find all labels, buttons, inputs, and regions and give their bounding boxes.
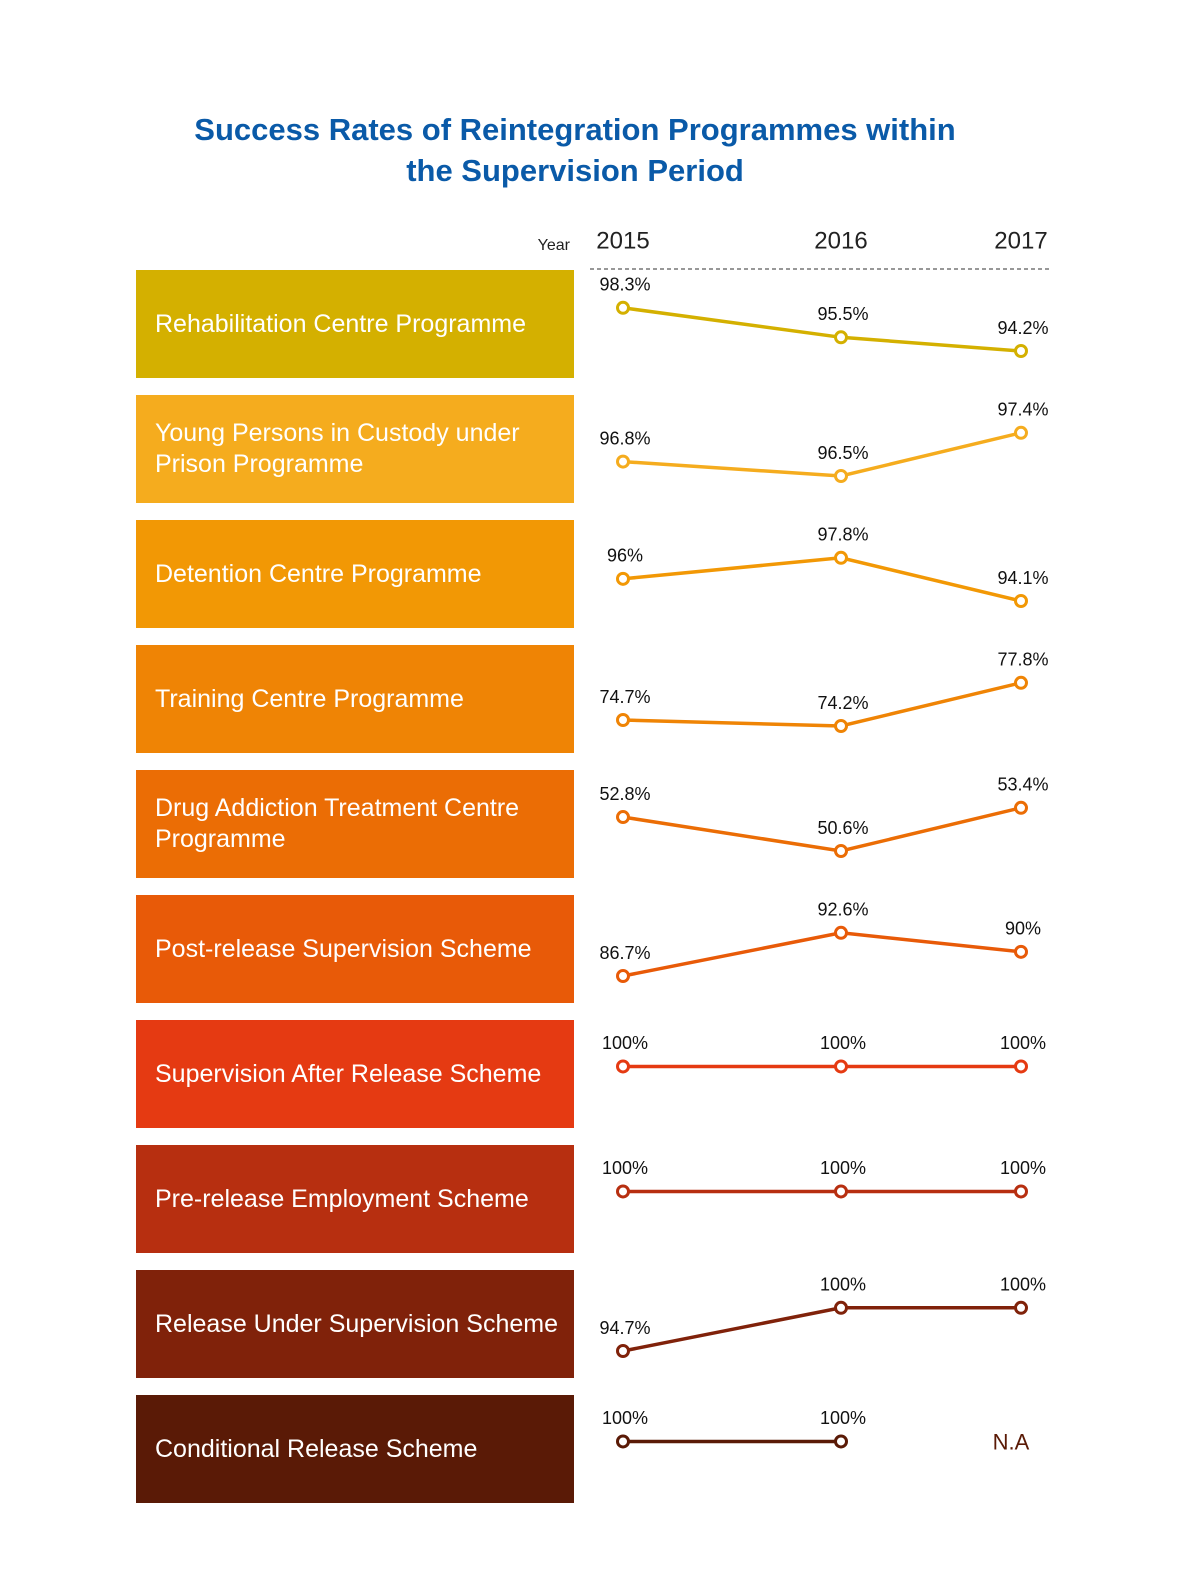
series-label: Post-release Supervision Scheme: [136, 895, 574, 1003]
series-label: Supervision After Release Scheme: [136, 1020, 574, 1128]
value-label: 100%: [602, 1033, 648, 1053]
point: [834, 550, 848, 565]
series-label: Pre-release Employment Scheme: [136, 1145, 574, 1253]
value-label: 100%: [602, 1158, 648, 1178]
value-label: 100%: [820, 1275, 866, 1295]
x-tick-label: 2016: [814, 227, 867, 254]
series-label: Drug Addiction Treatment Centre Programm…: [136, 770, 574, 878]
value-label: 86.7%: [599, 943, 650, 963]
point: [616, 1059, 630, 1074]
series-label: Training Centre Programme: [136, 645, 574, 753]
value-label: 100%: [1000, 1033, 1046, 1053]
point: [1014, 675, 1028, 690]
point: [1014, 594, 1028, 608]
value-label: 100%: [820, 1408, 866, 1428]
value-label: 53.4%: [997, 775, 1048, 795]
value-label: 98.3%: [599, 275, 650, 295]
series-label: Conditional Release Scheme: [136, 1395, 574, 1503]
series-line: [622, 931, 1022, 978]
chart-title: Success Rates of Reintegration Programme…: [194, 112, 956, 147]
value-label: 100%: [1000, 1158, 1046, 1178]
point: [616, 571, 630, 586]
point: [616, 810, 630, 825]
value-label: 96%: [607, 546, 643, 566]
series-label: Young Persons in Custody under Prison Pr…: [136, 395, 574, 503]
point: [616, 454, 630, 469]
value-label: 100%: [602, 1408, 648, 1428]
value-label: 74.2%: [817, 693, 868, 713]
series-line: [622, 1306, 1021, 1353]
point: [1014, 1184, 1028, 1199]
point: [834, 719, 848, 733]
series-label: Release Under Supervision Scheme: [136, 1270, 574, 1378]
point: [834, 1059, 848, 1074]
point: [1014, 1059, 1028, 1074]
point: [616, 969, 630, 983]
value-label: 94.7%: [599, 1318, 650, 1338]
point: [1014, 1300, 1028, 1315]
value-label: 97.8%: [817, 525, 868, 545]
point: [834, 925, 848, 940]
value-label: N.A: [993, 1429, 1030, 1454]
value-label: 94.2%: [997, 318, 1048, 338]
value-label: 96.5%: [817, 443, 868, 463]
value-label: 77.8%: [997, 650, 1048, 670]
point: [1014, 425, 1028, 440]
point: [834, 1434, 848, 1449]
chart-title: the Supervision Period: [406, 153, 744, 188]
series-label: Rehabilitation Centre Programme: [136, 270, 574, 378]
point: [834, 469, 848, 483]
value-label: 100%: [1000, 1275, 1046, 1295]
x-axis-label: Year: [538, 237, 571, 254]
point: [1014, 344, 1028, 358]
series-label: Detention Centre Programme: [136, 520, 574, 628]
value-label: 90%: [1005, 919, 1041, 939]
point: [834, 844, 848, 858]
value-label: 74.7%: [599, 687, 650, 707]
series-line: [622, 556, 1022, 603]
value-label: 97.4%: [997, 400, 1048, 420]
point: [616, 300, 630, 315]
point: [616, 1344, 630, 1358]
value-label: 96.8%: [599, 428, 650, 448]
value-label: 95.5%: [817, 304, 868, 324]
point: [1014, 800, 1028, 815]
point: [1014, 944, 1028, 959]
point: [616, 1184, 630, 1199]
value-label: 52.8%: [599, 784, 650, 804]
point: [834, 1300, 848, 1315]
value-label: 50.6%: [817, 818, 868, 838]
x-tick-label: 2015: [596, 227, 649, 254]
point: [834, 1184, 848, 1199]
point: [616, 1434, 630, 1449]
value-label: 100%: [820, 1158, 866, 1178]
value-label: 92.6%: [817, 900, 868, 920]
x-tick-label: 2017: [994, 227, 1047, 254]
value-label: 94.1%: [997, 568, 1048, 588]
value-label: 100%: [820, 1033, 866, 1053]
point: [616, 713, 630, 727]
point: [834, 330, 848, 345]
